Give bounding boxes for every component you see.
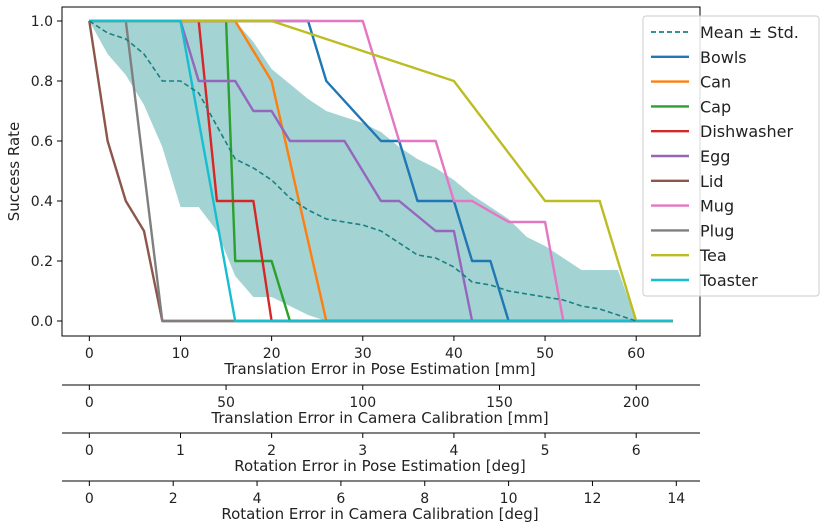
x-tick-label: 5 <box>541 443 550 459</box>
y-tick-label: 0.8 <box>31 74 53 90</box>
y-tick-label: 0.4 <box>31 194 53 210</box>
x-tick-label: 1 <box>176 443 185 459</box>
x-axis-label-1: Translation Error in Camera Calibration … <box>210 409 548 427</box>
y-tick-label: 1.0 <box>31 14 53 30</box>
series-line-egg <box>89 19 673 323</box>
x-tick-label: 0 <box>85 395 94 411</box>
x-tick-label: 10 <box>500 491 518 507</box>
y-axis-label: Success Rate <box>5 122 23 222</box>
legend-label-plug: Plug <box>700 221 734 240</box>
x-tick-label: 200 <box>623 395 650 411</box>
x-tick-label: 2 <box>267 443 276 459</box>
legend-label-toaster: Toaster <box>699 271 758 290</box>
x-tick-label: 30 <box>354 346 372 362</box>
x-tick-label: 4 <box>449 443 458 459</box>
legend-label-cap: Cap <box>700 97 731 116</box>
x-tick-label: 14 <box>667 491 685 507</box>
series-line-mug <box>89 19 673 323</box>
legend-label-bowls: Bowls <box>700 48 747 67</box>
x-tick-label: 0 <box>85 491 94 507</box>
x-tick-label: 6 <box>336 491 345 507</box>
legend-label-lid: Lid <box>700 172 724 191</box>
legend-label-mean-std: Mean ± Std. <box>700 23 799 42</box>
y-tick-label: 0.6 <box>31 134 53 150</box>
x-tick-label: 100 <box>349 395 376 411</box>
legend-label-can: Can <box>700 73 731 92</box>
x-axis-label-3: Rotation Error in Camera Calibration [de… <box>221 505 538 523</box>
x-tick-label: 6 <box>632 443 641 459</box>
x-tick-label: 3 <box>358 443 367 459</box>
x-tick-label: 0 <box>85 443 94 459</box>
x-tick-label: 40 <box>445 346 463 362</box>
x-axis-label-2: Rotation Error in Pose Estimation [deg] <box>234 457 525 475</box>
x-tick-label: 0 <box>85 346 94 362</box>
x-tick-label: 20 <box>263 346 281 362</box>
y-tick-label: 0.2 <box>31 254 53 270</box>
x-tick-label: 150 <box>486 395 513 411</box>
x-tick-label: 4 <box>253 491 262 507</box>
legend-box <box>642 15 820 297</box>
mean-line <box>88 20 637 322</box>
x-tick-label: 50 <box>536 346 554 362</box>
x-tick-label: 50 <box>217 395 235 411</box>
legend-label-mug: Mug <box>700 197 734 216</box>
y-tick-label: 0.0 <box>31 314 53 330</box>
x-tick-label: 8 <box>420 491 429 507</box>
x-tick-label: 2 <box>169 491 178 507</box>
x-axis-label-0: Translation Error in Pose Estimation [mm… <box>223 360 535 378</box>
x-tick-label: 60 <box>627 346 645 362</box>
x-tick-label: 10 <box>172 346 190 362</box>
x-tick-label: 12 <box>584 491 602 507</box>
series-line-toaster <box>89 19 673 323</box>
legend-label-egg: Egg <box>700 147 730 166</box>
series-line-bowls <box>89 19 673 323</box>
legend-label-dishwasher: Dishwasher <box>700 122 793 141</box>
legend-label-tea: Tea <box>699 246 727 265</box>
